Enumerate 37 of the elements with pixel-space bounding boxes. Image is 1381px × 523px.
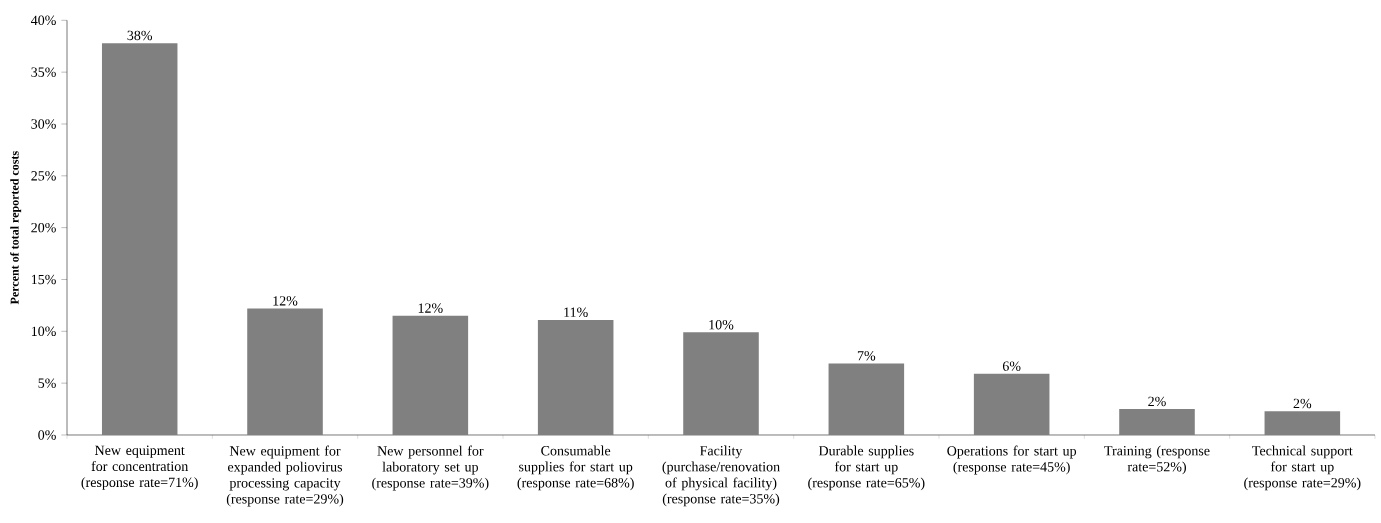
y-tick-label: 40% xyxy=(31,15,56,26)
x-tick-label: New personnel for laboratory set up (response rate=39%) xyxy=(372,445,489,491)
data-label: 6% xyxy=(1002,361,1021,371)
bar xyxy=(683,332,759,435)
y-tick-label: 35% xyxy=(31,67,56,77)
x-tick-label: Facility (purchase/renovation of physical facility) (response rate=35%) xyxy=(662,445,780,507)
bar xyxy=(247,308,323,435)
bar xyxy=(1119,409,1195,435)
x-tick-label: Operations for start up (response rate=45%) xyxy=(947,445,1077,475)
y-tick-label: 15% xyxy=(31,274,56,285)
y-tick-label: 20% xyxy=(31,222,56,233)
data-label: 11% xyxy=(564,307,588,317)
y-axis-title: Percent of total reported costs xyxy=(10,151,22,305)
bar xyxy=(537,319,614,435)
bar xyxy=(101,43,178,435)
y-tick-label: 0% xyxy=(38,430,56,440)
data-label: 12% xyxy=(418,303,443,313)
x-tick-label: Consumable supplies for start up (response rate=68%) xyxy=(517,445,634,491)
x-tick-label: New equipment for concentration (response rate=71%) xyxy=(81,445,198,490)
data-label: 2% xyxy=(1293,398,1312,409)
x-tick-label: Training (response rate=52%) xyxy=(1104,445,1210,475)
data-label: 12% xyxy=(273,296,298,306)
bar xyxy=(828,363,905,435)
x-tick-label: New equipment for expanded poliovirus processing capacity (response rate=29%) xyxy=(226,445,344,507)
bar xyxy=(1264,411,1341,435)
x-tick-label: Durable supplies for start up (response rate=65%) xyxy=(808,445,925,491)
data-label: 10% xyxy=(709,319,734,330)
y-tick-label: 5% xyxy=(38,378,56,388)
y-tick-label: 30% xyxy=(31,119,56,129)
x-tick-label: Technical support for start up (response rate=29%) xyxy=(1244,445,1361,491)
data-label: 7% xyxy=(857,351,876,361)
y-tick-label: 10% xyxy=(31,326,56,337)
bar xyxy=(392,315,469,435)
bar xyxy=(973,373,1050,435)
y-tick-label: 25% xyxy=(31,171,56,181)
data-label: 2% xyxy=(1148,396,1166,407)
data-label: 38% xyxy=(127,30,153,41)
